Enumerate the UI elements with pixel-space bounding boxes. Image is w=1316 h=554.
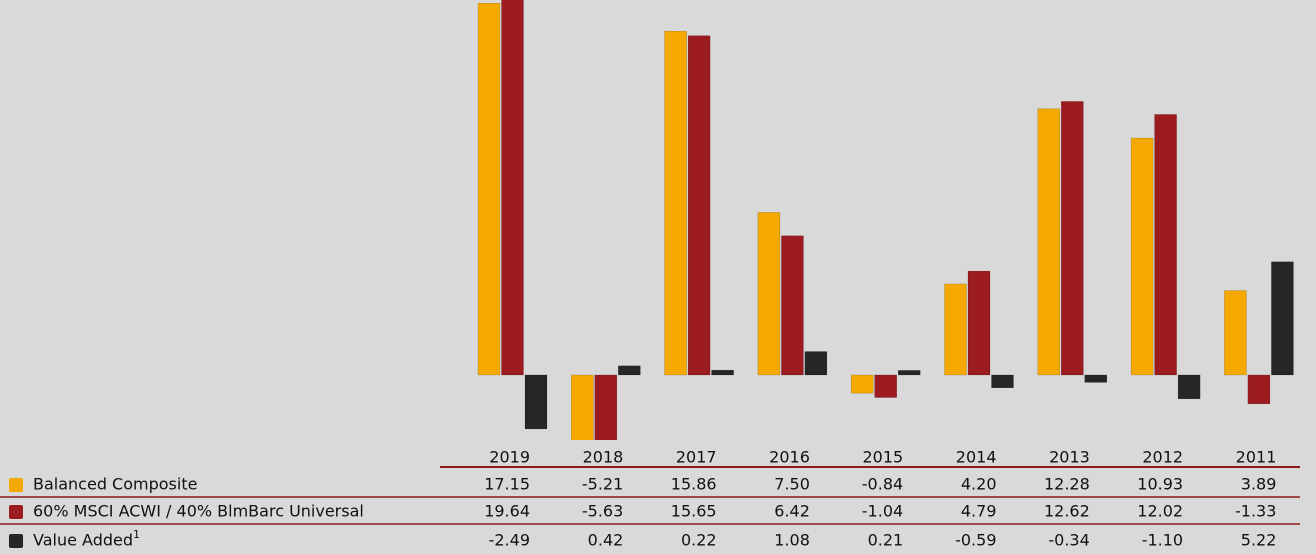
- footnote-mark: 1: [133, 528, 140, 541]
- x-tick-label: 2016: [769, 448, 810, 467]
- bar-shade: [571, 374, 594, 440]
- bar-shade: [1154, 114, 1177, 376]
- bar-shade: [1247, 374, 1271, 405]
- bar-shade: [477, 3, 501, 376]
- legend-swatch: [9, 534, 23, 548]
- table-value: 19.64: [484, 502, 530, 521]
- x-tick-label: 2014: [956, 448, 997, 467]
- bar-shade: [1271, 261, 1294, 376]
- table-value: -0.34: [1048, 531, 1089, 550]
- bar-shade: [897, 370, 921, 376]
- table-value: 15.65: [671, 502, 717, 521]
- table-value: -1.10: [1142, 531, 1183, 550]
- table-value: 0.42: [588, 531, 624, 550]
- bar-shade: [874, 374, 897, 398]
- bar-shade: [1130, 137, 1154, 376]
- table-value: -5.21: [582, 475, 623, 494]
- legend-swatch: [9, 505, 23, 519]
- table-value: 6.42: [774, 502, 810, 521]
- bar-shade: [524, 374, 548, 430]
- table-value: 4.79: [961, 502, 997, 521]
- table-value: 4.20: [961, 475, 997, 494]
- x-tick-label: 2011: [1236, 448, 1277, 467]
- bar-shade: [664, 30, 687, 376]
- bar-shade: [594, 374, 618, 440]
- table-value: 12.62: [1044, 502, 1090, 521]
- bar-shade: [850, 374, 874, 394]
- bar-shade: [1061, 101, 1084, 376]
- x-tick-label: 2012: [1142, 448, 1183, 467]
- table-value: 17.15: [484, 475, 530, 494]
- bar-shade: [618, 365, 641, 376]
- bar-shade: [804, 351, 828, 376]
- bar-shade: [501, 0, 524, 376]
- table-value: 5.22: [1241, 531, 1277, 550]
- legend-label: Balanced Composite: [33, 475, 197, 494]
- bar-shade: [1177, 374, 1201, 400]
- table-value: -5.63: [582, 502, 623, 521]
- x-tick-label: 2017: [676, 448, 717, 467]
- table-value: -0.59: [955, 531, 996, 550]
- bar-shade: [1037, 108, 1061, 376]
- bar-shade: [781, 235, 804, 376]
- table-value: 0.21: [868, 531, 904, 550]
- table-value: 15.86: [671, 475, 717, 494]
- bar-shade: [967, 270, 991, 376]
- table-value: -0.84: [862, 475, 903, 494]
- bar-shade: [991, 374, 1014, 389]
- table-value: 10.93: [1137, 475, 1183, 494]
- bar-shade: [1084, 374, 1108, 383]
- bar-shade: [687, 35, 711, 376]
- table-value: 0.22: [681, 531, 717, 550]
- legend-label: 60% MSCI ACWI / 40% BlmBarc Universal: [33, 502, 364, 521]
- legend-swatch: [9, 478, 23, 492]
- table-value: 3.89: [1241, 475, 1277, 494]
- x-tick-label: 2015: [862, 448, 903, 467]
- bar-shade: [944, 283, 967, 376]
- x-tick-label: 2013: [1049, 448, 1090, 467]
- table-value: -1.04: [862, 502, 903, 521]
- x-tick-label: 2019: [489, 448, 530, 467]
- x-tick-label: 2018: [583, 448, 624, 467]
- table-value: 12.02: [1137, 502, 1183, 521]
- plot-area: [477, 0, 1294, 440]
- bar-shade: [757, 212, 781, 376]
- table-value: -2.49: [489, 531, 530, 550]
- table-value: 1.08: [774, 531, 810, 550]
- legend-label: Value Added1: [33, 528, 140, 550]
- bar-shade: [1224, 290, 1247, 376]
- table-value: -1.33: [1235, 502, 1276, 521]
- table-value: 7.50: [774, 475, 810, 494]
- bar-shade: [711, 369, 734, 376]
- table-value: 12.28: [1044, 475, 1090, 494]
